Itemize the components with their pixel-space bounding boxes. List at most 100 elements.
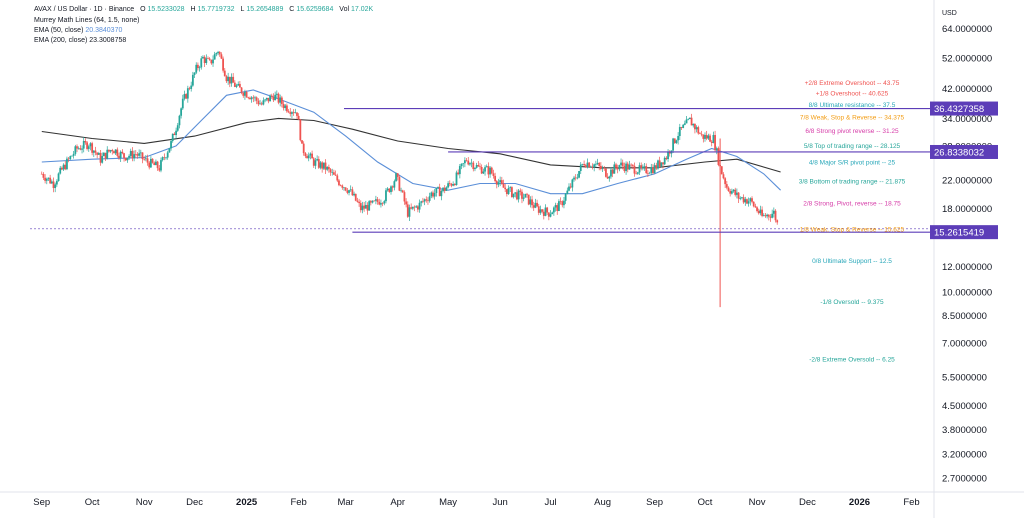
candle-body (326, 166, 329, 170)
candle-body (675, 140, 678, 144)
candle-body (435, 187, 438, 194)
candle-body (593, 164, 596, 168)
candle-body (724, 178, 727, 185)
x-tick-label: Feb (290, 497, 306, 508)
candle-body (460, 163, 463, 167)
candle-body (683, 123, 686, 125)
candle-body (54, 184, 57, 189)
candle-body (547, 212, 550, 217)
candle-body (751, 198, 753, 202)
candle-body (700, 133, 703, 135)
candle-body (631, 164, 634, 166)
candle-body (180, 108, 183, 116)
candle-body (769, 216, 772, 218)
candle-body (260, 103, 263, 105)
candle-body (531, 199, 533, 206)
candle-body (415, 206, 418, 208)
candle-body (425, 199, 428, 201)
candle-body (76, 146, 78, 149)
candle-body (289, 112, 292, 114)
candle-body (383, 201, 386, 204)
y-tick-label: 7.0000000 (942, 338, 987, 349)
candle-body (62, 164, 65, 170)
candle-body (742, 197, 745, 203)
candle-body (458, 166, 461, 175)
candle-body (710, 141, 713, 143)
candle-body (668, 151, 671, 154)
candle-body (81, 148, 83, 150)
candle-body (741, 197, 743, 198)
candle-body (591, 166, 594, 168)
ema50-legend[interactable]: EMA (50, close) 20.3840370 (34, 27, 122, 35)
candle-body (556, 205, 559, 212)
candle-body (306, 156, 308, 159)
candle-body (628, 164, 631, 170)
candle-body (92, 150, 95, 153)
candle-body (467, 160, 470, 165)
candle-body (514, 192, 517, 194)
candle-body (160, 160, 162, 171)
candle-body (279, 97, 282, 103)
candle-body (688, 117, 691, 120)
candle-body (499, 180, 502, 183)
candle-body (186, 88, 189, 99)
candle-body (72, 153, 75, 156)
candle-body (388, 188, 391, 193)
candle-body (640, 165, 643, 168)
candle-body (512, 193, 515, 198)
candle-body (247, 97, 250, 99)
candle-body (386, 188, 389, 191)
candle-body (552, 207, 555, 213)
candle-body (638, 165, 641, 173)
candle-body (396, 173, 399, 177)
ema200-legend[interactable]: EMA (200, close) 23.3008758 (34, 37, 126, 45)
candle-body (767, 214, 770, 217)
candle-body (680, 127, 683, 128)
candle-body (579, 164, 582, 172)
candle-body (596, 162, 599, 165)
candle-body (176, 125, 179, 131)
candle-body (113, 151, 115, 154)
candle-body (61, 167, 63, 170)
candle-body (227, 76, 230, 82)
candle-body (601, 167, 604, 170)
ema200-label: EMA (200, close) (34, 37, 88, 44)
candle-body (432, 192, 434, 197)
candle-body (704, 134, 706, 139)
candle-body (450, 183, 453, 186)
candle-body (438, 187, 441, 197)
candle-body (259, 103, 261, 105)
candle-body (128, 155, 130, 158)
candle-body (126, 157, 129, 161)
candle-body (687, 119, 690, 120)
candle-body (416, 206, 419, 210)
y-tick-label: 3.8000000 (942, 425, 987, 436)
candle-body (761, 209, 763, 216)
open-value: 15.5233028 (147, 6, 185, 13)
candle-body (665, 157, 668, 160)
candle-body (692, 123, 695, 126)
candle-body (238, 83, 241, 88)
candle-body (324, 162, 327, 170)
candle-body (215, 53, 218, 55)
candle-body (155, 161, 157, 166)
candle-body (494, 175, 497, 182)
candle-body (354, 193, 357, 201)
candle-body (730, 191, 733, 194)
candle-body (368, 201, 371, 211)
candle-body (208, 58, 211, 60)
candle-body (143, 159, 146, 160)
candle-body (633, 165, 636, 174)
candle-body (411, 206, 414, 209)
candle-body (161, 157, 164, 161)
candle-body (249, 97, 251, 100)
murrey-level-label: 0/8 Ultimate Support -- 12.5 (812, 258, 892, 265)
y-tick-label: 22.0000000 (942, 176, 992, 187)
candle-body (584, 165, 587, 168)
murrey-indicator-legend[interactable]: Murrey Math Lines (64, 1.5, none) (34, 17, 139, 25)
candle-body (312, 158, 315, 166)
candle-body (652, 167, 654, 174)
candle-body (252, 97, 255, 99)
candle-body (423, 199, 426, 202)
